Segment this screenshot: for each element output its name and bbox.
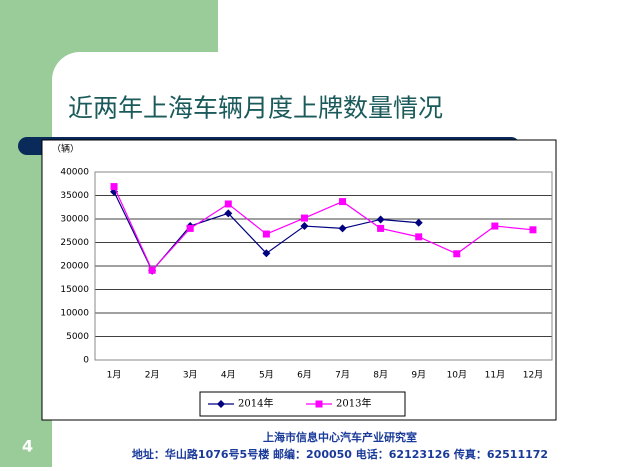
x-tick-label: 3月 (183, 370, 198, 381)
legend-marker (217, 400, 225, 408)
series-line (113, 186, 534, 272)
data-point (338, 224, 347, 233)
chart-box (41, 139, 557, 421)
legend-box (199, 391, 406, 417)
data-point (300, 222, 309, 231)
legend-label: 2014年 (238, 397, 273, 410)
legend-label: 2013年 (336, 397, 371, 410)
data-point (224, 209, 233, 218)
x-tick-label: 6月 (297, 370, 312, 381)
y-unit: （辆） (52, 143, 79, 155)
x-tick-label: 4月 (221, 370, 236, 381)
data-point (453, 250, 461, 258)
legend-marker (315, 400, 323, 408)
x-tick-label: 2月 (145, 370, 160, 381)
y-tick-label: 30000 (60, 215, 89, 225)
y-tick-label: 0 (83, 356, 89, 366)
plot-area (94, 171, 553, 361)
x-tick-label: 10月 (447, 370, 467, 381)
y-tick-label: 35000 (60, 191, 89, 201)
data-point (377, 224, 385, 232)
data-point (376, 215, 385, 224)
x-tick-label: 11月 (485, 370, 505, 381)
y-tick-label: 15000 (60, 285, 89, 295)
data-point (262, 230, 270, 238)
data-point (491, 222, 499, 230)
data-point (529, 226, 537, 234)
y-tick-label: 10000 (60, 309, 89, 319)
data-point (148, 266, 156, 274)
x-tick-label: 9月 (411, 370, 426, 381)
data-point (415, 233, 423, 241)
data-point (262, 249, 271, 258)
data-point (224, 200, 232, 208)
data-point (186, 224, 194, 232)
slide-title: 近两年上海车辆月度上牌数量情况 (68, 94, 443, 123)
y-tick-label: 40000 (60, 168, 89, 178)
data-point (414, 218, 423, 227)
footer-org: 上海市信息中心汽车产业研究室 (263, 430, 417, 444)
data-point (110, 183, 118, 191)
x-tick-label: 5月 (259, 370, 274, 381)
x-tick-label: 1月 (107, 370, 122, 381)
page-number: 4 (22, 437, 33, 456)
data-point (300, 214, 308, 222)
y-tick-label: 20000 (60, 262, 89, 272)
y-tick-label: 5000 (66, 332, 89, 342)
y-tick-label: 25000 (60, 238, 89, 248)
footer-address: 地址：华山路1076号5号楼 邮编：200050 电话：62123126 传真：… (132, 447, 548, 461)
x-tick-label: 8月 (373, 370, 388, 381)
x-tick-label: 12月 (523, 370, 543, 381)
data-point (339, 198, 347, 206)
x-tick-label: 7月 (335, 370, 350, 381)
